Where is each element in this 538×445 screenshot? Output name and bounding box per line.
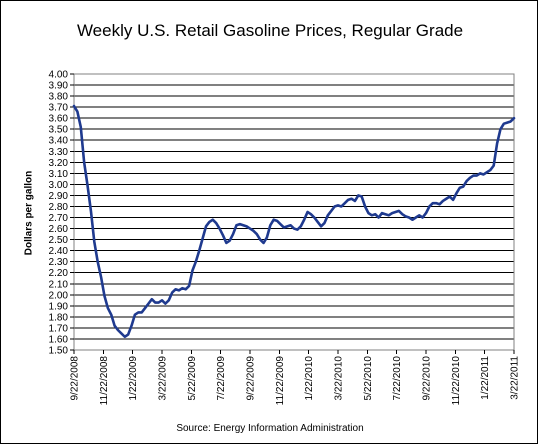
y-tick-label: 3.20 [49, 158, 69, 169]
y-tick-label: 3.80 [49, 92, 69, 103]
x-tick-label: 5/22/2010 [363, 356, 374, 401]
y-tick-label: 2.70 [49, 213, 69, 224]
y-tick-label: 2.50 [49, 235, 69, 246]
x-tick-label: 5/22/2009 [187, 356, 198, 401]
y-tick-label: 3.60 [49, 114, 69, 125]
x-tick-label: 1/22/2010 [304, 356, 315, 401]
x-tick-label: 3/22/2011 [510, 356, 521, 400]
y-tick-label: 3.50 [49, 125, 69, 136]
series-line-regular-gasoline [72, 104, 516, 339]
y-tick-label: 1.50 [49, 346, 69, 357]
y-tick-label: 1.60 [49, 334, 69, 345]
y-tick-label: 2.90 [49, 191, 69, 202]
y-tick-label: 2.40 [49, 246, 69, 257]
y-tick-label: 2.00 [49, 290, 69, 301]
x-tick-label: 11/22/2010 [451, 356, 462, 406]
y-tick-label: 1.70 [49, 323, 69, 334]
y-tick-label: 3.30 [49, 147, 69, 158]
x-tick-label: 9/22/2009 [246, 356, 257, 401]
y-tick-label: 1.80 [49, 312, 69, 323]
x-tick-label: 9/22/2008 [70, 356, 81, 401]
x-tick-label: 7/22/2009 [216, 356, 227, 401]
y-tick-label: 2.80 [49, 202, 69, 213]
y-tick-label: 3.70 [49, 103, 69, 114]
x-tick-label: 11/22/2009 [275, 356, 286, 406]
y-tick-label: 4.00 [49, 70, 69, 81]
x-tick-label: 9/22/2010 [422, 356, 433, 401]
x-tick-label: 1/22/2011 [480, 356, 491, 400]
chart-title: Weekly U.S. Retail Gasoline Prices, Regu… [76, 21, 464, 40]
y-tick-label: 2.10 [49, 279, 69, 290]
x-tick-label: 1/22/2009 [128, 356, 139, 401]
x-tick-label: 7/22/2010 [392, 356, 403, 401]
y-tick-label: 3.00 [49, 180, 69, 191]
y-tick-label: 3.10 [49, 169, 69, 180]
y-tick-label: 3.40 [49, 136, 69, 147]
x-tick-label: 3/22/2009 [158, 356, 169, 401]
x-tick-label: 3/22/2010 [334, 356, 345, 401]
y-tick-label: 1.90 [49, 301, 69, 312]
y-tick-label: 2.30 [49, 257, 69, 268]
plot-area-border [73, 73, 515, 351]
y-tick-label: 2.20 [49, 268, 69, 279]
y-tick-label: 3.90 [49, 81, 69, 92]
y-tick-label: 2.60 [49, 224, 69, 235]
source-note: Source: Energy Information Administratio… [176, 423, 364, 434]
x-tick-label: 11/22/2008 [99, 356, 110, 406]
